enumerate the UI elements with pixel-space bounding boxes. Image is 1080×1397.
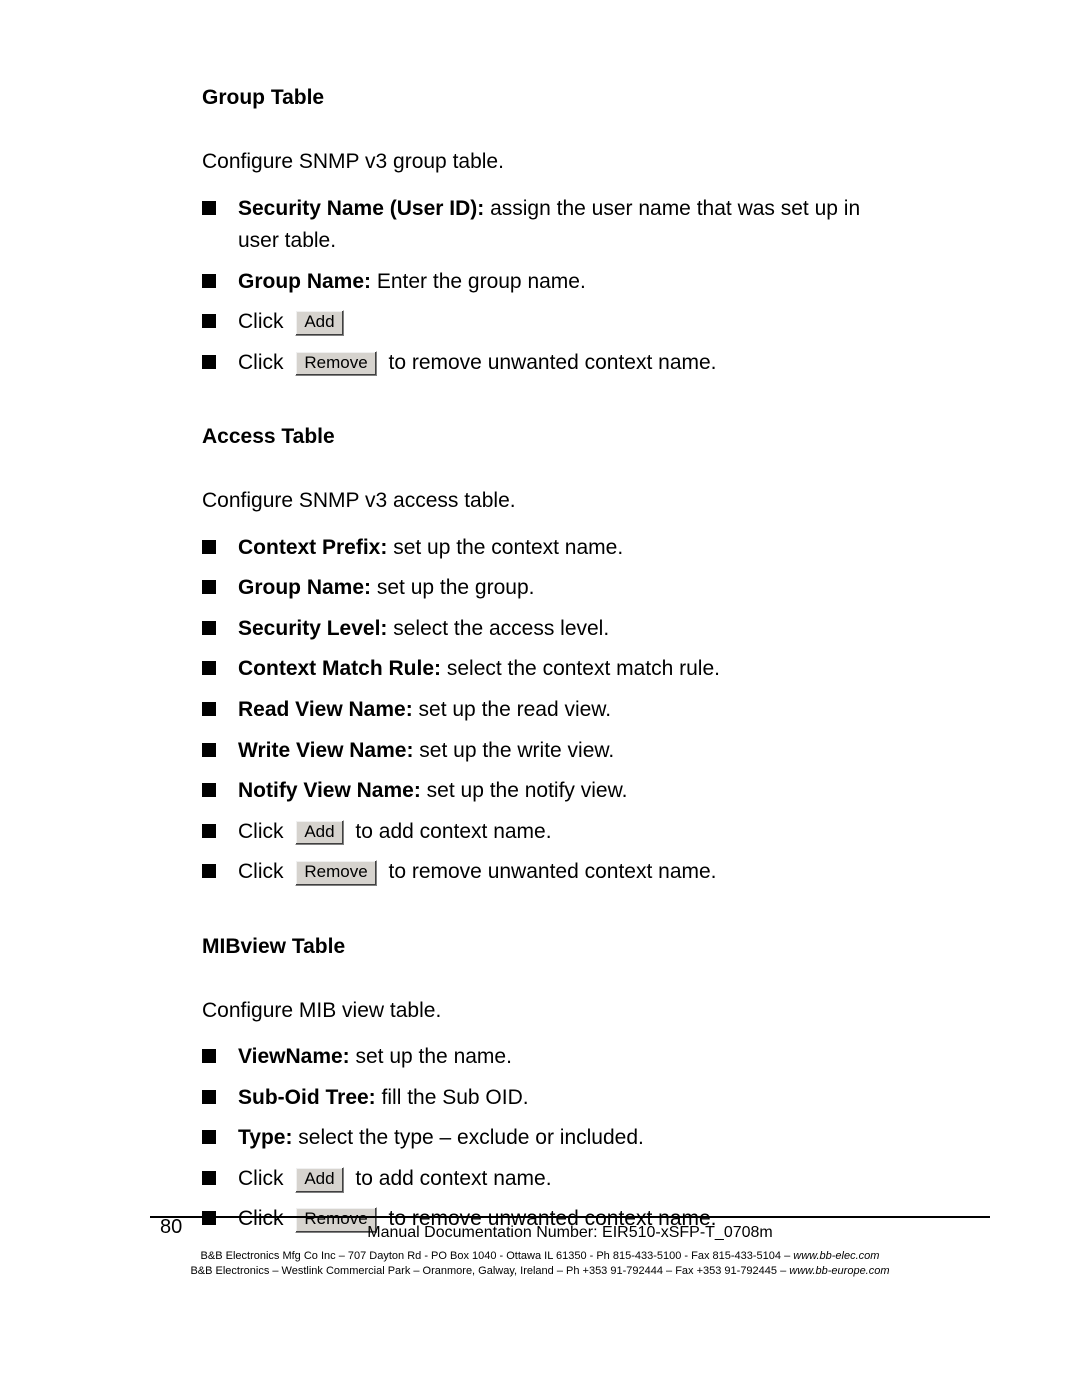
click-text-post: to remove unwanted context name.: [383, 351, 717, 374]
list-item: Notify View Name: set up the notify view…: [202, 775, 902, 808]
add-button[interactable]: Add: [295, 820, 343, 846]
click-text-post: to remove unwanted context name.: [383, 860, 717, 883]
field-text: set up the write view.: [413, 739, 614, 762]
field-text: select the context match rule.: [441, 657, 720, 680]
click-text-pre: Click: [238, 820, 289, 843]
add-button[interactable]: Add: [295, 310, 343, 336]
fineprint-line1-text: B&B Electronics Mfg Co Inc – 707 Dayton …: [201, 1250, 794, 1262]
field-label: ViewName:: [238, 1045, 350, 1068]
list-item: Type: select the type – exclude or inclu…: [202, 1122, 902, 1155]
list-item: Click Add: [202, 306, 902, 339]
field-label: Sub-Oid Tree:: [238, 1086, 376, 1109]
list-item: Click Remove to remove unwanted context …: [202, 856, 902, 889]
list-item: Click Remove to remove unwanted context …: [202, 347, 902, 380]
list-item: Read View Name: set up the read view.: [202, 694, 902, 727]
field-text: Enter the group name.: [371, 270, 586, 293]
field-label: Context Prefix:: [238, 536, 387, 559]
click-text-post: to add context name.: [350, 1167, 552, 1190]
intro-mibview-table: Configure MIB view table.: [202, 995, 902, 1028]
list-item: Group Name: Enter the group name.: [202, 266, 902, 299]
list-item: Write View Name: set up the write view.: [202, 735, 902, 768]
list-item: Context Match Rule: select the context m…: [202, 653, 902, 686]
field-text: select the access level.: [387, 617, 609, 640]
heading-mibview-table: MIBview Table: [202, 935, 902, 959]
click-text-post: to add context name.: [350, 820, 552, 843]
field-label: Write View Name:: [238, 739, 413, 762]
list-item: Group Name: set up the group.: [202, 572, 902, 605]
list-item: Click Add to add context name.: [202, 816, 902, 849]
field-label: Read View Name:: [238, 698, 413, 721]
field-label: Group Name:: [238, 576, 371, 599]
remove-button[interactable]: Remove: [295, 351, 376, 377]
click-text-pre: Click: [238, 1167, 289, 1190]
field-text: set up the notify view.: [421, 779, 628, 802]
field-label: Context Match Rule:: [238, 657, 441, 680]
footer-rule: Manual Documentation Number: EIR510-xSFP…: [150, 1216, 990, 1242]
page-content: Group Table Configure SNMP v3 group tabl…: [202, 86, 902, 1272]
field-text: set up the read view.: [413, 698, 611, 721]
field-label: Security Name (User ID):: [238, 197, 484, 220]
list-group-table: Security Name (User ID): assign the user…: [202, 193, 902, 380]
field-text: fill the Sub OID.: [376, 1086, 529, 1109]
fineprint-line2-site: www.bb-europe.com: [789, 1265, 889, 1277]
field-text: set up the group.: [371, 576, 534, 599]
add-button[interactable]: Add: [295, 1167, 343, 1193]
list-item: Sub-Oid Tree: fill the Sub OID.: [202, 1082, 902, 1115]
intro-access-table: Configure SNMP v3 access table.: [202, 485, 902, 518]
heading-access-table: Access Table: [202, 425, 902, 449]
field-text: select the type – exclude or included.: [292, 1126, 643, 1149]
footer-fineprint: B&B Electronics Mfg Co Inc – 707 Dayton …: [0, 1249, 1080, 1279]
click-text-pre: Click: [238, 351, 289, 374]
list-item: Context Prefix: set up the context name.: [202, 532, 902, 565]
footer-doc-number: Manual Documentation Number: EIR510-xSFP…: [150, 1224, 990, 1242]
heading-group-table: Group Table: [202, 86, 902, 110]
document-page: Group Table Configure SNMP v3 group tabl…: [0, 0, 1080, 1397]
field-text: set up the name.: [350, 1045, 512, 1068]
field-label: Notify View Name:: [238, 779, 421, 802]
field-label: Group Name:: [238, 270, 371, 293]
fineprint-line1-site: www.bb-elec.com: [793, 1250, 879, 1262]
list-access-table: Context Prefix: set up the context name.…: [202, 532, 902, 889]
click-text-pre: Click: [238, 860, 289, 883]
fineprint-line2-text: B&B Electronics – Westlink Commercial Pa…: [190, 1265, 789, 1277]
remove-button[interactable]: Remove: [295, 860, 376, 886]
field-label: Type:: [238, 1126, 292, 1149]
list-item: Security Level: select the access level.: [202, 613, 902, 646]
list-item: ViewName: set up the name.: [202, 1041, 902, 1074]
click-text-pre: Click: [238, 310, 289, 333]
field-text: set up the context name.: [387, 536, 623, 559]
list-mibview-table: ViewName: set up the name. Sub-Oid Tree:…: [202, 1041, 902, 1236]
intro-group-table: Configure SNMP v3 group table.: [202, 146, 902, 179]
field-label: Security Level:: [238, 617, 387, 640]
list-item: Click Add to add context name.: [202, 1163, 902, 1196]
list-item: Security Name (User ID): assign the user…: [202, 193, 902, 258]
